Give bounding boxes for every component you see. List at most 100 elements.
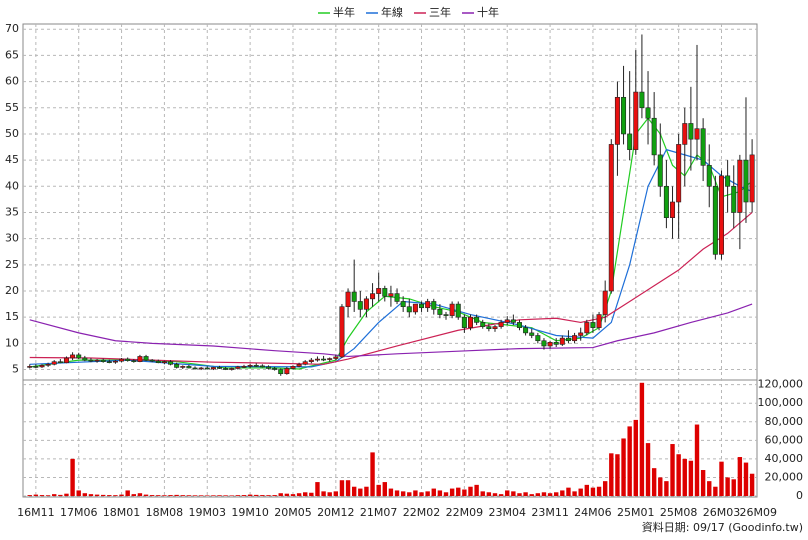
- volume-bar: [254, 494, 259, 496]
- y-tick-label: 15: [5, 310, 19, 323]
- x-tick-label: 17M06: [60, 506, 98, 519]
- volume-bar: [205, 495, 210, 496]
- volume-bar: [370, 452, 375, 496]
- candle-body: [63, 357, 69, 364]
- y-tick-label: 60: [5, 75, 19, 88]
- volume-bar: [266, 495, 271, 496]
- candle-body: [443, 314, 449, 316]
- volume-bar: [437, 490, 443, 496]
- candle-body: [192, 367, 198, 370]
- candle-body: [559, 337, 565, 345]
- candle-body: [39, 365, 45, 368]
- candle-body: [725, 175, 731, 187]
- candle-body: [161, 361, 167, 364]
- legend-label: 半年: [333, 5, 355, 19]
- volume-bar: [303, 492, 308, 496]
- volume-bar: [107, 495, 112, 496]
- volume-bar: [290, 494, 296, 496]
- candle-body: [376, 288, 382, 294]
- candle-body: [682, 123, 688, 145]
- volume-bar: [45, 495, 51, 496]
- candle-body: [357, 301, 363, 310]
- volume-bar: [39, 495, 45, 496]
- volume-bar: [211, 495, 216, 496]
- candle-body: [229, 368, 235, 370]
- candle-body: [302, 361, 308, 365]
- volume-bar: [174, 494, 179, 496]
- candle-body: [425, 301, 431, 309]
- candle-body: [82, 357, 88, 361]
- candle-body: [290, 366, 296, 369]
- candle-body: [198, 367, 204, 370]
- volume-bar: [609, 453, 614, 496]
- legend-label: 十年: [477, 5, 499, 19]
- volume-bar: [596, 486, 602, 496]
- candle-body: [449, 303, 455, 316]
- x-tick-label: 20M12: [317, 506, 355, 519]
- volume-bar: [64, 493, 69, 496]
- volume-bar: [241, 495, 247, 496]
- candle-body: [743, 159, 749, 203]
- volume-bar: [131, 494, 137, 496]
- candle-body: [106, 361, 112, 363]
- candle-body: [370, 293, 376, 300]
- volume-bar: [737, 457, 743, 496]
- candle-body: [627, 133, 633, 150]
- x-tick-label: 26M03: [703, 506, 741, 519]
- volume-bar: [33, 494, 39, 496]
- candle-body: [510, 319, 516, 323]
- x-tick-label: 23M11: [531, 506, 569, 519]
- y-tick-label: 45: [5, 153, 19, 166]
- volume-bar: [505, 490, 510, 496]
- candle-body: [70, 354, 76, 359]
- candle-body: [504, 319, 510, 323]
- candle-body: [314, 358, 320, 361]
- x-tick-label: 26M09: [739, 506, 777, 519]
- candle-body: [137, 356, 143, 362]
- candle-body: [461, 316, 467, 328]
- volume-bar: [602, 481, 608, 496]
- volume-bar: [339, 480, 345, 496]
- volume-bar: [180, 495, 185, 496]
- x-tick-label: 19M03: [189, 506, 227, 519]
- volume-bar: [645, 443, 651, 496]
- candle-body: [382, 288, 388, 297]
- volume-bar: [431, 488, 436, 496]
- y2-tick-label: 100,000: [758, 396, 804, 409]
- volume-bar: [407, 492, 412, 496]
- candle-body: [168, 361, 174, 365]
- x-tick-label: 25M08: [660, 506, 698, 519]
- volume-bar: [541, 492, 547, 496]
- volume-bar: [535, 493, 541, 496]
- volume-bar: [627, 426, 632, 496]
- volume-bar: [27, 495, 32, 496]
- candle-body: [602, 290, 608, 315]
- volume-bar: [468, 486, 473, 496]
- candle-body: [45, 363, 51, 366]
- y-tick-label: 70: [5, 22, 19, 35]
- candle-body: [633, 91, 639, 150]
- candle-body: [112, 360, 118, 363]
- candle-body: [712, 185, 718, 255]
- candle-body: [486, 326, 492, 329]
- y2-tick-label: 60,000: [765, 433, 804, 446]
- candle-body: [688, 123, 694, 140]
- x-tick-label: 21M07: [360, 506, 398, 519]
- volume-bar: [315, 482, 320, 496]
- candle-body: [265, 366, 271, 369]
- volume-bar: [572, 491, 577, 496]
- candle-body: [596, 314, 602, 328]
- x-tick-label: 16M11: [17, 506, 55, 519]
- candle-body: [651, 117, 657, 156]
- candle-body: [284, 368, 290, 375]
- candle-body: [363, 298, 369, 310]
- y2-tick-label: 40,000: [765, 452, 804, 465]
- volume-bar: [517, 493, 522, 496]
- candle-body: [345, 291, 351, 308]
- volume-bar: [615, 454, 620, 496]
- candle-body: [645, 107, 651, 119]
- volume-bar: [480, 491, 485, 496]
- volume-bar: [462, 489, 467, 496]
- candle-body: [572, 335, 578, 342]
- candle-body: [657, 154, 663, 187]
